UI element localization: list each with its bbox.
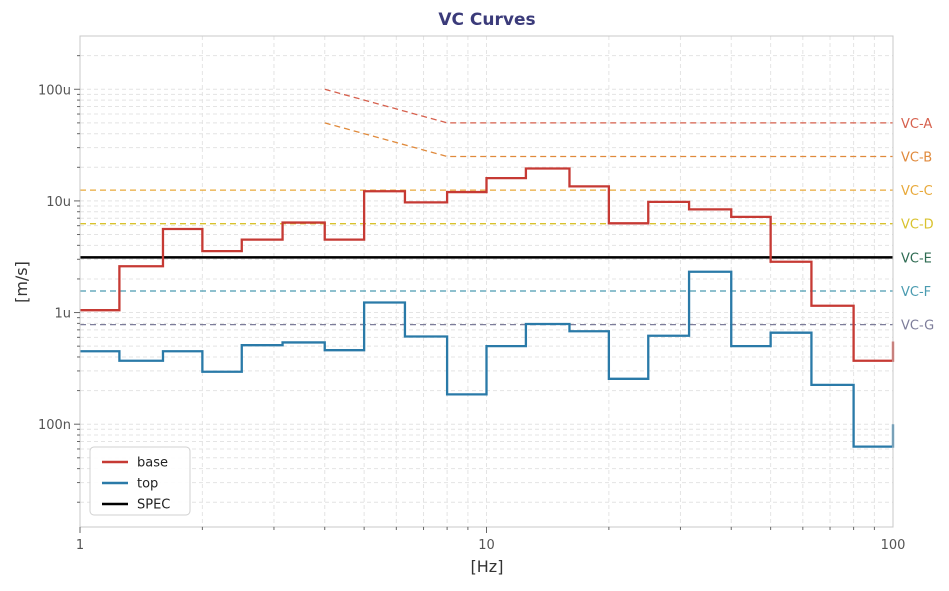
legend: base top SPEC <box>89 446 191 516</box>
legend-label-spec: SPEC <box>137 498 170 513</box>
vc-label-vc-b: VC-B <box>901 150 932 165</box>
chart-title: VC Curves <box>438 10 535 30</box>
series-base <box>80 167 895 362</box>
vc-curve-vc-b <box>324 122 893 158</box>
y-tick-label: 1u <box>54 307 71 322</box>
x-tick-label: 10 <box>478 538 495 553</box>
vc-label-vc-e: VC-E <box>901 251 932 266</box>
vc-label-vc-f: VC-F <box>901 285 931 300</box>
vc-label-vc-d: VC-D <box>901 218 934 233</box>
x-tick-label: 1 <box>76 538 84 553</box>
vc-label-vc-g: VC-G <box>901 319 934 334</box>
x-tick-label: 100 <box>881 538 906 553</box>
legend-box <box>89 446 191 516</box>
vc-label-vc-a: VC-A <box>901 117 932 132</box>
y-axis-label: [m/s] <box>12 261 31 303</box>
vc-label-vc-c: VC-C <box>901 184 933 199</box>
legend-label-top: top <box>137 477 158 492</box>
axes: 1 10 100 100n 1u 10u 100u <box>38 35 906 553</box>
series-top <box>80 270 895 448</box>
y-tick-label: 10u <box>46 195 71 210</box>
grid <box>79 36 893 527</box>
y-tick-label: 100u <box>38 83 71 98</box>
x-axis-label: [Hz] <box>471 557 504 576</box>
y-tick-label: 100n <box>38 418 71 433</box>
legend-label-base: base <box>137 456 168 471</box>
vc-curve-labels: VC-A VC-B VC-C VC-D VC-E VC-F VC-G <box>901 117 934 334</box>
data-series <box>80 167 895 448</box>
vc-curve-vc-a <box>324 88 893 124</box>
